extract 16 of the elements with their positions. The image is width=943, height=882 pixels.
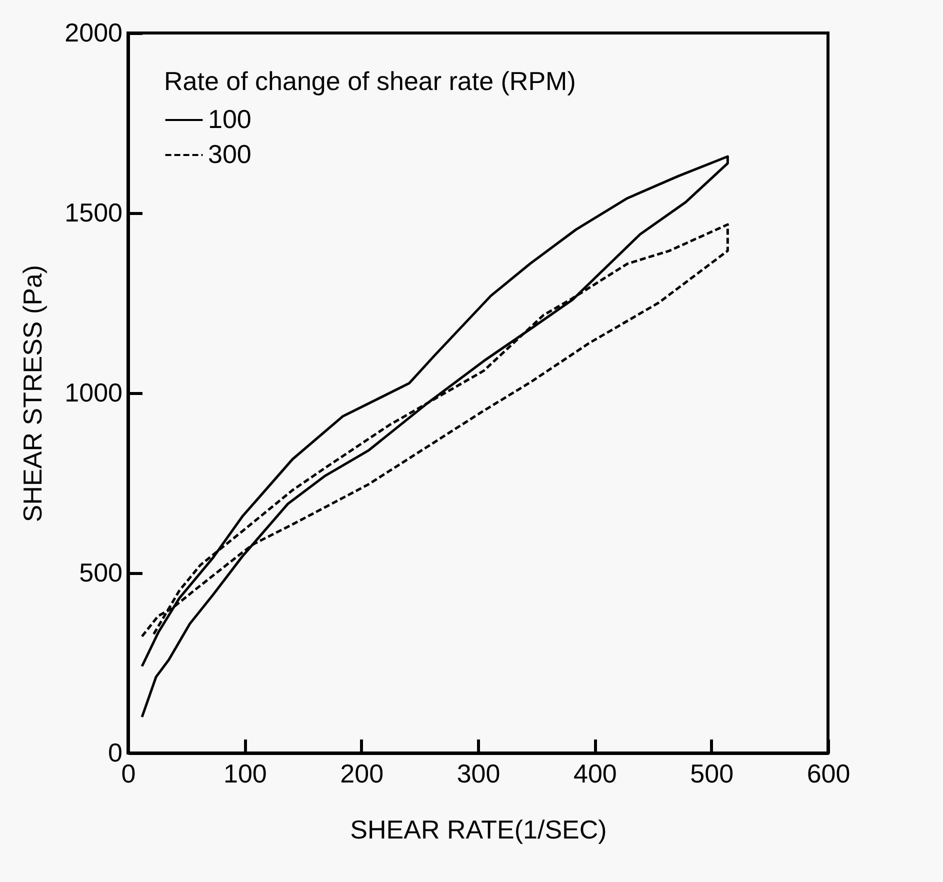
x-tick-label: 300 [456, 758, 500, 788]
x-tick-label: 500 [690, 758, 734, 788]
y-tick-label: 1000 [64, 378, 122, 408]
x-tick-label: 400 [573, 758, 617, 788]
legend-label: 100 [208, 104, 252, 134]
y-tick-label: 2000 [64, 18, 122, 48]
y-tick-label: 500 [79, 558, 122, 588]
x-axis-title: SHEAR RATE(1/SEC) [350, 814, 607, 844]
legend-label: 300 [208, 139, 252, 169]
y-tick-label: 0 [108, 738, 122, 768]
x-tick-label: 200 [340, 758, 384, 788]
x-tick-label: 600 [806, 758, 850, 788]
y-axis-title: SHEAR STRESS (Pa) [18, 264, 48, 522]
y-tick-label: 1500 [64, 198, 122, 228]
legend-title: Rate of change of shear rate (RPM) [164, 66, 576, 96]
x-tick-label: 100 [223, 758, 267, 788]
